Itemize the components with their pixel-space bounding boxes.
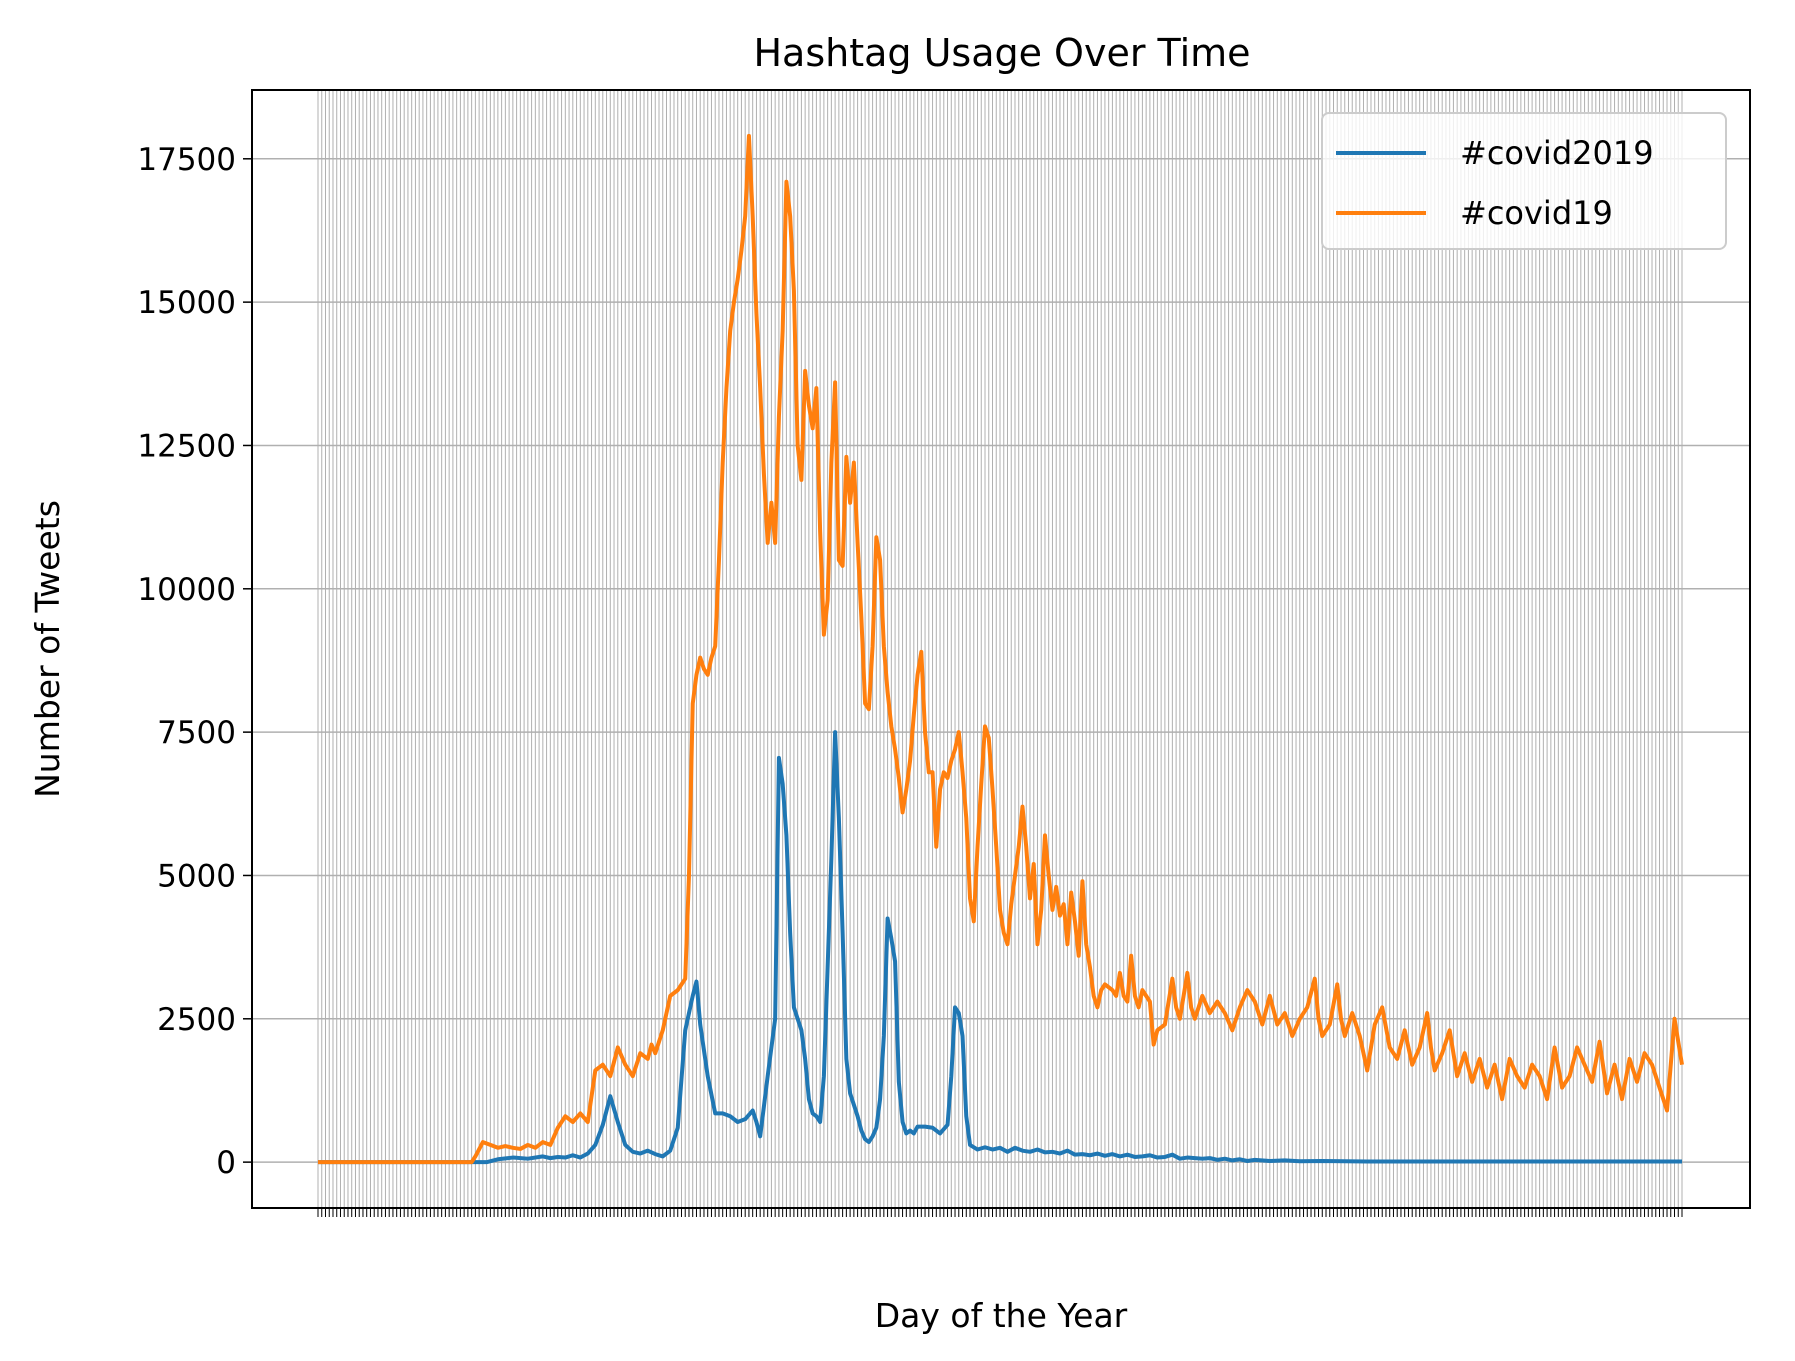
y-tick-label: 15000 xyxy=(137,285,236,321)
y-tick-label: 0 xyxy=(216,1145,236,1181)
plot-frame xyxy=(251,89,1751,1209)
y-tick-label: 5000 xyxy=(157,858,236,894)
y-tick-label: 17500 xyxy=(137,142,236,178)
x-gridline-set xyxy=(317,90,1683,1208)
y-tick-label: 2500 xyxy=(157,1002,236,1038)
y-tick-label: 10000 xyxy=(137,572,236,608)
series-layer xyxy=(318,133,1684,1165)
y-axis-label: Number of Tweets xyxy=(28,500,67,798)
y-tick-label: 12500 xyxy=(137,428,236,464)
legend: #covid2019 #covid19 xyxy=(1321,112,1727,250)
x-tick-mark-set xyxy=(317,1208,1683,1217)
y-tick-label: 7500 xyxy=(157,715,236,751)
legend-label: #covid2019 xyxy=(1460,134,1654,172)
y-axis-ticks: 0 2500 5000 7500 10000 12500 15000 17500 xyxy=(137,142,252,1181)
x-gridlines xyxy=(317,90,1683,1208)
x-axis-label: Day of the Year xyxy=(875,1296,1128,1335)
chart-title: Hashtag Usage Over Time xyxy=(753,31,1250,75)
series-line-covid19 xyxy=(318,133,1684,1165)
x-axis-ticks xyxy=(317,1208,1683,1217)
series-line-covid2019 xyxy=(318,730,1682,1165)
legend-label: #covid19 xyxy=(1460,194,1613,232)
